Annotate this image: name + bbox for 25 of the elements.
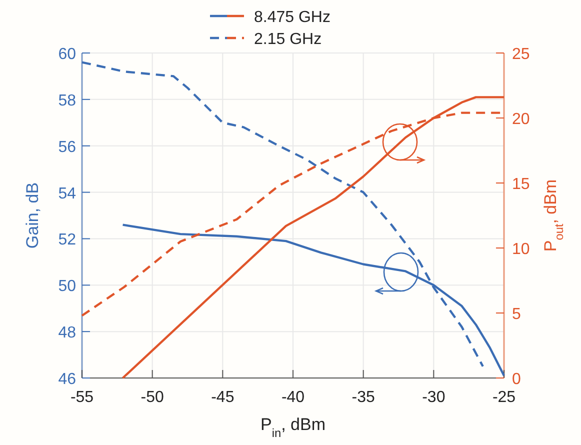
y-tick-label: 52	[58, 232, 76, 249]
legend-label: 2.15 GHz	[254, 31, 322, 48]
y-tick-label: 48	[58, 324, 76, 342]
x-tick-label: -55	[70, 389, 94, 406]
y-tick-label: 56	[58, 138, 76, 156]
x-axis-title: P$_{in}$, dBm	[260, 415, 326, 440]
y2-tick-label: 0	[512, 371, 521, 388]
y-tick-label: 50	[58, 278, 76, 296]
y2-tick-label: 25	[512, 46, 530, 63]
x-tick-label: -35	[352, 389, 375, 406]
x-tick-label: -50	[140, 389, 164, 406]
x-tick-label: -25	[492, 389, 516, 406]
y-tick-label: 58	[58, 92, 76, 110]
y2-tick-label: 5	[512, 306, 521, 323]
y-axis-title: Gain, dB	[23, 182, 42, 249]
y2-tick-label: 10	[512, 241, 530, 258]
y2-tick-label: 15	[512, 176, 530, 193]
y-tick-label: 60	[58, 46, 76, 63]
y2-tick-label: 20	[512, 111, 530, 128]
y-tick-label: 54	[58, 185, 76, 202]
x-tick-label: -40	[281, 389, 305, 406]
y-tick-label: 46	[58, 371, 76, 388]
x-tick-label: -45	[211, 389, 234, 406]
x-tick-label: -30	[422, 389, 446, 406]
legend-label: 8.475 GHz	[254, 9, 330, 26]
